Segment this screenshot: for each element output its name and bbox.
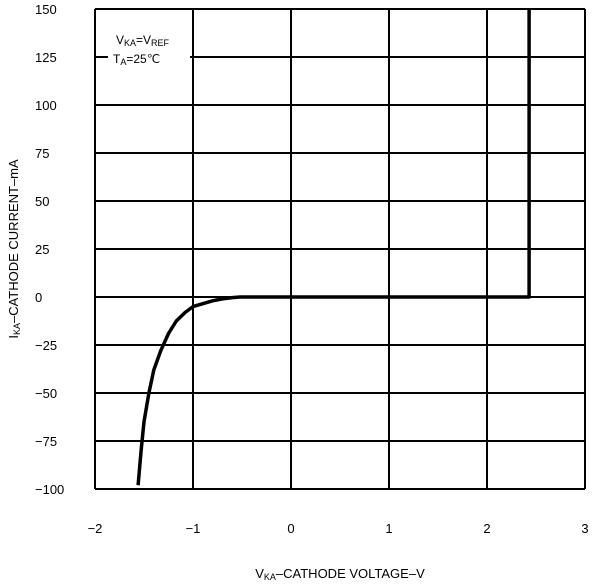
x-tick-label: 3 [581, 521, 588, 536]
y-tick-label: 150 [35, 2, 57, 17]
y-tick-label: 125 [35, 50, 57, 65]
x-tick-label: −2 [88, 521, 103, 536]
y-tick-label: −25 [35, 338, 57, 353]
annotation-condition-temperature: TA=25℃ [113, 52, 160, 67]
y-tick-label: −75 [35, 434, 57, 449]
y-tick-label: 25 [35, 242, 49, 257]
annotations: VKA=VREF TA=25℃ [108, 33, 190, 67]
x-tick-label: 1 [385, 521, 392, 536]
x-tick-label: −1 [186, 521, 201, 536]
series-line-0 [136, 9, 531, 486]
annotation-background [108, 47, 190, 67]
y-axis-label: IKA–CATHODE CURRENT–mA [6, 159, 22, 339]
x-tick-label: 0 [287, 521, 294, 536]
grid [94, 8, 586, 490]
series [136, 9, 531, 486]
y-tick-label: −100 [35, 482, 64, 497]
annotation-condition-voltage: VKA=VREF [116, 33, 170, 48]
x-axis-label: VKA–CATHODE VOLTAGE–V [255, 566, 425, 582]
x-tick-label: 2 [483, 521, 490, 536]
y-tick-label: 75 [35, 146, 49, 161]
y-tick-label: 50 [35, 194, 49, 209]
y-tick-label: 100 [35, 98, 57, 113]
y-tick-label: −50 [35, 386, 57, 401]
axis-labels: VKA–CATHODE VOLTAGE–V IKA–CATHODE CURRENT… [6, 159, 425, 582]
y-tick-label: 0 [35, 290, 42, 305]
tick-labels: −2 −1 0 1 2 3 150 125 100 75 50 25 0 −25 −50 −75 −100 [35, 2, 589, 536]
